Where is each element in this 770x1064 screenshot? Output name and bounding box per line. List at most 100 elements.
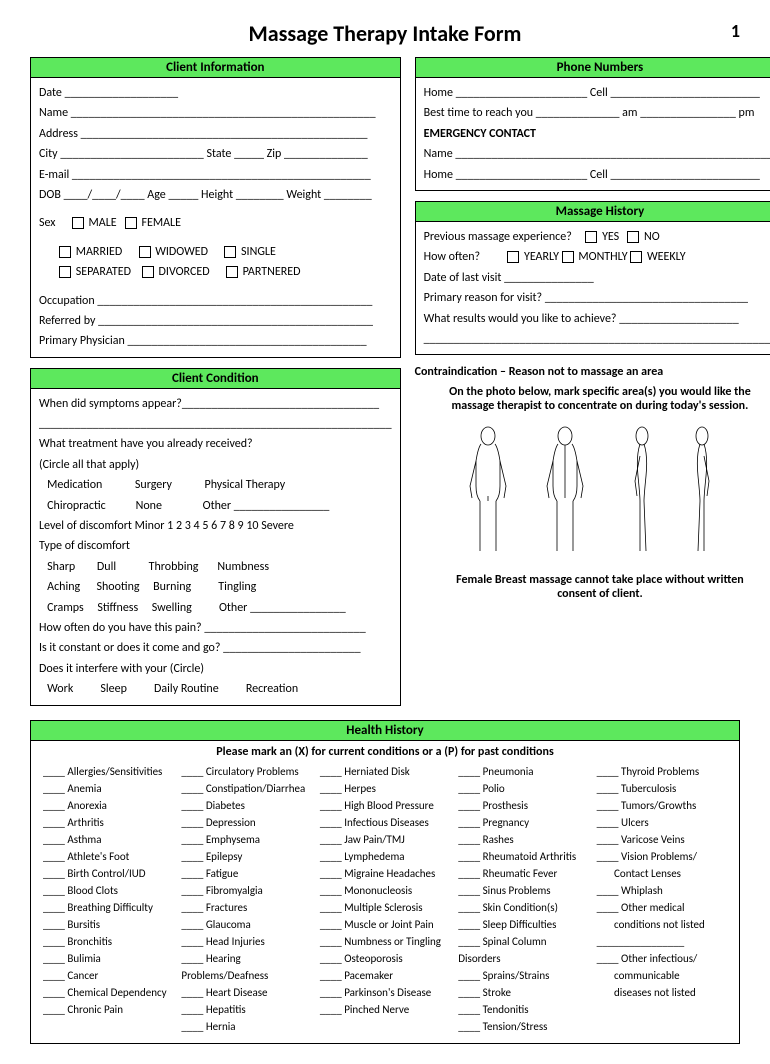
health-item[interactable]: Tension/Stress — [458, 1018, 588, 1035]
health-item[interactable]: Depression — [181, 814, 311, 831]
emergency-phone-field[interactable]: Home ______________________ Cell _______… — [424, 165, 770, 185]
physician-field[interactable]: Primary Physician ______________________… — [39, 331, 392, 351]
address-field[interactable]: Address ________________________________… — [39, 124, 392, 144]
health-item[interactable]: Anorexia — [43, 797, 173, 814]
health-item[interactable]: Sleep Difficulties — [458, 916, 588, 933]
health-item[interactable]: Polio — [458, 780, 588, 797]
divorced-checkbox[interactable] — [142, 266, 154, 278]
health-item[interactable]: Parkinson's Disease — [320, 984, 450, 1001]
health-item[interactable]: Whiplash — [597, 882, 727, 899]
health-item[interactable]: Bursitis — [43, 916, 173, 933]
health-item[interactable]: Emphysema — [181, 831, 311, 848]
health-item[interactable]: Herpes — [320, 780, 450, 797]
health-item[interactable]: Prosthesis — [458, 797, 588, 814]
health-item[interactable]: Thyroid Problems — [597, 763, 727, 780]
constant-field[interactable]: Is it constant or does it come and go? _… — [39, 638, 392, 658]
health-item[interactable]: High Blood Pressure — [320, 797, 450, 814]
health-item[interactable]: Varicose Veins — [597, 831, 727, 848]
health-item[interactable]: Cancer — [43, 967, 173, 984]
health-item[interactable]: Lymphedema — [320, 848, 450, 865]
yearly-checkbox[interactable] — [507, 251, 519, 263]
no-checkbox[interactable] — [627, 231, 639, 243]
occupation-field[interactable]: Occupation _____________________________… — [39, 291, 392, 311]
symptoms-field[interactable]: When did symptoms appear?_______________… — [39, 394, 392, 414]
symptoms-blank[interactable]: ________________________________________… — [39, 414, 392, 434]
date-field[interactable]: Date ___________________ — [39, 83, 392, 103]
discomfort-row1[interactable]: Sharp Dull Throbbing Numbness — [39, 557, 392, 577]
health-item[interactable]: Other medical — [597, 899, 727, 916]
name-field[interactable]: Name ___________________________________… — [39, 103, 392, 123]
phone-home-cell[interactable]: Home ______________________ Cell _______… — [424, 83, 770, 103]
health-item[interactable]: Blood Clots — [43, 882, 173, 899]
pain-often-field[interactable]: How often do you have this pain? _______… — [39, 618, 392, 638]
health-item[interactable]: Tendonitis — [458, 1001, 588, 1018]
health-item[interactable]: Pinched Nerve — [320, 1001, 450, 1018]
interfere-row[interactable]: Work Sleep Daily Routine Recreation — [39, 679, 392, 699]
dob-age-field[interactable]: DOB ____/____/____ Age _____ Height ____… — [39, 185, 392, 205]
health-item[interactable]: Breathing Difficulty — [43, 899, 173, 916]
body-diagram[interactable] — [415, 421, 770, 565]
health-item[interactable]: Muscle or Joint Pain — [320, 916, 450, 933]
married-checkbox[interactable] — [59, 246, 71, 258]
health-item[interactable]: Contact Lenses — [597, 865, 727, 882]
health-item[interactable]: Fractures — [181, 899, 311, 916]
female-checkbox[interactable] — [125, 217, 137, 229]
yes-checkbox[interactable] — [585, 231, 597, 243]
reason-field[interactable]: Primary reason for visit? ______________… — [424, 288, 770, 308]
health-item[interactable]: Tumors/Growths — [597, 797, 727, 814]
health-item[interactable]: Hearing Problems/Deafness — [181, 950, 311, 984]
monthly-checkbox[interactable] — [562, 251, 574, 263]
health-item[interactable]: Constipation/Diarrhea — [181, 780, 311, 797]
referred-field[interactable]: Referred by ____________________________… — [39, 311, 392, 331]
health-item[interactable]: Epilepsy — [181, 848, 311, 865]
health-item[interactable]: Herniated Disk — [320, 763, 450, 780]
health-item[interactable]: Fibromyalgia — [181, 882, 311, 899]
health-item[interactable]: Hernia — [181, 1018, 311, 1035]
health-item[interactable]: Glaucoma — [181, 916, 311, 933]
treatment-row2[interactable]: Chiropractic None Other ________________ — [39, 496, 392, 516]
health-item[interactable]: diseases not listed — [597, 984, 727, 1001]
health-item[interactable]: Multiple Sclerosis — [320, 899, 450, 916]
health-item[interactable]: ________________ — [597, 933, 727, 950]
health-item[interactable]: Sprains/Strains — [458, 967, 588, 984]
health-item[interactable]: Sinus Problems — [458, 882, 588, 899]
health-item[interactable]: Heart Disease — [181, 984, 311, 1001]
results-field[interactable]: What results would you like to achieve? … — [424, 309, 770, 329]
health-item[interactable]: Head Injuries — [181, 933, 311, 950]
health-item[interactable]: Other infectious/ — [597, 950, 727, 967]
emergency-name-field[interactable]: Name ___________________________________… — [424, 144, 770, 164]
health-item[interactable]: Ulcers — [597, 814, 727, 831]
discomfort-level[interactable]: Level of discomfort Minor 1 2 3 4 5 6 7 … — [39, 516, 392, 536]
health-item[interactable]: Athlete's Foot — [43, 848, 173, 865]
widowed-checkbox[interactable] — [139, 246, 151, 258]
discomfort-row3[interactable]: Cramps Stiffness Swelling Other ________… — [39, 598, 392, 618]
health-item[interactable]: Numbness or Tingling — [320, 933, 450, 950]
health-item[interactable]: Hepatitis — [181, 1001, 311, 1018]
health-item[interactable]: Chronic Pain — [43, 1001, 173, 1018]
health-item[interactable]: Pregnancy — [458, 814, 588, 831]
health-item[interactable]: conditions not listed — [597, 916, 727, 933]
health-item[interactable]: Asthma — [43, 831, 173, 848]
email-field[interactable]: E-mail _________________________________… — [39, 165, 392, 185]
weekly-checkbox[interactable] — [630, 251, 642, 263]
health-item[interactable]: Tuberculosis — [597, 780, 727, 797]
single-checkbox[interactable] — [224, 246, 236, 258]
health-item[interactable]: Birth Control/IUD — [43, 865, 173, 882]
health-item[interactable]: Pacemaker — [320, 967, 450, 984]
partnered-checkbox[interactable] — [226, 266, 238, 278]
health-item[interactable]: Mononucleosis — [320, 882, 450, 899]
results-blank[interactable]: ________________________________________… — [424, 329, 770, 349]
best-time-field[interactable]: Best time to reach you ______________ am… — [424, 103, 770, 123]
health-item[interactable]: communicable — [597, 967, 727, 984]
treatment-row1[interactable]: Medication Surgery Physical Therapy — [39, 475, 392, 495]
health-item[interactable]: Chemical Dependency — [43, 984, 173, 1001]
health-item[interactable]: Allergies/Sensitivities — [43, 763, 173, 780]
health-item[interactable]: Infectious Diseases — [320, 814, 450, 831]
health-item[interactable]: Osteoporosis — [320, 950, 450, 967]
health-item[interactable]: Rheumatoid Arthritis — [458, 848, 588, 865]
health-item[interactable]: Diabetes — [181, 797, 311, 814]
health-item[interactable]: Jaw Pain/TMJ — [320, 831, 450, 848]
health-item[interactable]: Pneumonia — [458, 763, 588, 780]
health-item[interactable]: Spinal Column Disorders — [458, 933, 588, 967]
last-visit-field[interactable]: Date of last visit _______________ — [424, 268, 770, 288]
